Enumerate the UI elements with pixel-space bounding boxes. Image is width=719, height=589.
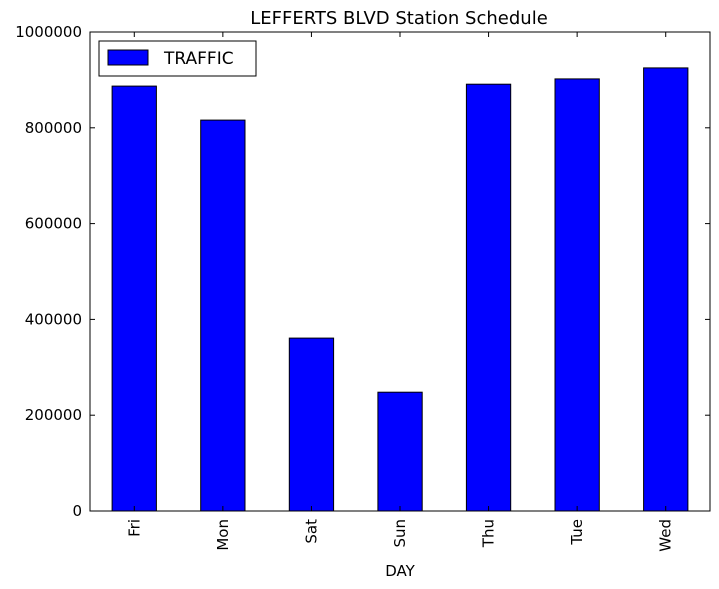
legend-swatch bbox=[107, 49, 149, 66]
bar-tue bbox=[554, 78, 600, 512]
x-axis-label: DAY bbox=[385, 562, 415, 580]
x-tick-label-sat: Sat bbox=[302, 519, 320, 544]
x-tick-label-sun: Sun bbox=[391, 519, 409, 548]
y-tick-label: 600000 bbox=[25, 215, 82, 233]
y-tick-label: 200000 bbox=[25, 406, 82, 424]
bar-sat bbox=[288, 337, 335, 512]
bar-wed bbox=[643, 67, 689, 512]
bars-group bbox=[111, 67, 689, 512]
bar-fri bbox=[111, 85, 157, 512]
y-tick-label: 0 bbox=[72, 502, 82, 520]
bar-sun bbox=[377, 391, 423, 512]
bar-thu bbox=[465, 83, 512, 512]
legend-label: TRAFFIC bbox=[163, 49, 234, 69]
plot-frame bbox=[89, 31, 711, 512]
bar-mon bbox=[200, 119, 246, 512]
chart-title: LEFFERTS BLVD Station Schedule bbox=[250, 8, 548, 29]
legend: TRAFFIC bbox=[98, 40, 257, 77]
x-tick-label-wed: Wed bbox=[657, 519, 675, 552]
x-tick-label-thu: Thu bbox=[480, 519, 498, 548]
x-tick-label-tue: Tue bbox=[568, 519, 586, 546]
x-tick-label-mon: Mon bbox=[214, 519, 232, 551]
y-tick-label: 1000000 bbox=[15, 23, 82, 41]
x-tick-label-fri: Fri bbox=[125, 519, 143, 537]
y-tick-label: 800000 bbox=[25, 119, 82, 137]
y-tick-label: 400000 bbox=[25, 310, 82, 328]
y-axis: 0 200000 400000 600000 800000 1000000 bbox=[15, 23, 710, 520]
x-axis: Fri Mon Sat Sun Thu Tue Wed bbox=[125, 32, 675, 552]
